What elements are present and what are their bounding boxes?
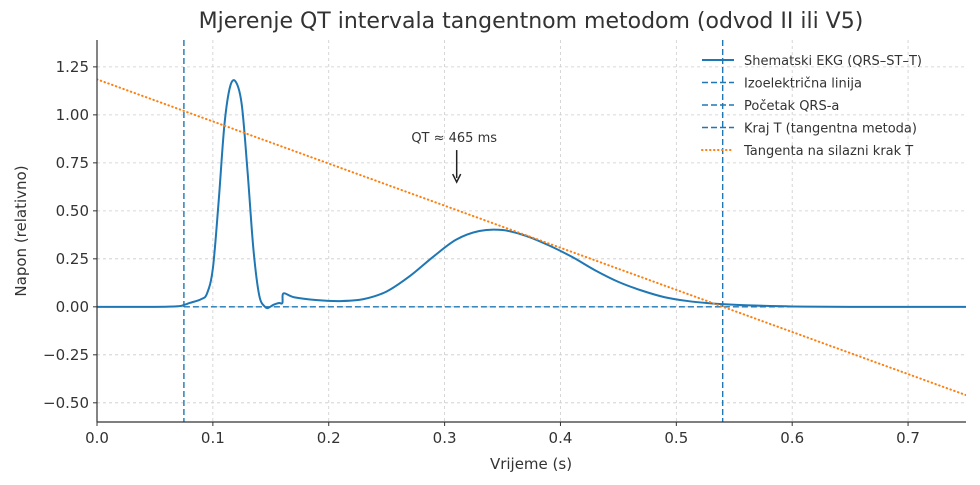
x-axis-label: Vrijeme (s) <box>490 455 572 473</box>
y-tick-label: 0.25 <box>56 250 89 268</box>
y-tick-label: 1.00 <box>56 106 89 124</box>
annotation-text: QT ≈ 465 ms <box>411 131 497 146</box>
annotation: QT ≈ 465 ms <box>411 131 497 184</box>
x-tick-label: 0.3 <box>433 429 457 447</box>
x-tick-label: 0.4 <box>549 429 573 447</box>
x-tick-label: 0.6 <box>780 429 804 447</box>
y-tick-label: 0.50 <box>56 202 89 220</box>
y-tick-label: −0.50 <box>43 394 89 412</box>
series-layer <box>97 40 966 422</box>
axes <box>96 40 966 423</box>
legend-label: Izoelektrična linija <box>744 77 862 92</box>
ticks: 0.0 0.1 0.2 0.3 0.4 0.5 0.6 0.7 −0.50 −0.25 0.00 0.… <box>43 58 920 447</box>
legend-label: Shematski EKG (QRS–ST–T) <box>744 54 922 69</box>
legend-label: Početak QRS-a <box>744 99 839 114</box>
legend-label: Kraj T (tangentna metoda) <box>744 122 917 137</box>
y-tick-label: 0.75 <box>56 154 89 172</box>
series-ekg-line <box>97 79 966 310</box>
chart-title: Mjerenje QT intervala tangentnom metodom… <box>199 9 864 34</box>
x-tick-label: 0.0 <box>85 429 109 447</box>
y-tick-label: 0.00 <box>56 298 89 316</box>
legend-label: Tangenta na silazni krak T <box>743 144 913 159</box>
x-tick-label: 0.1 <box>201 429 225 447</box>
x-tick-label: 0.2 <box>317 429 341 447</box>
y-axis-label: Napon (relativno) <box>12 165 30 296</box>
y-tick-label: 1.25 <box>56 58 89 76</box>
annotation-arrow-head <box>452 173 462 184</box>
plot-area <box>97 40 966 422</box>
y-tick-label: −0.25 <box>43 346 89 364</box>
x-tick-label: 0.5 <box>664 429 688 447</box>
x-tick-label: 0.7 <box>896 429 920 447</box>
legend: Shematski EKG (QRS–ST–T) Izoelektrična li… <box>701 54 922 159</box>
